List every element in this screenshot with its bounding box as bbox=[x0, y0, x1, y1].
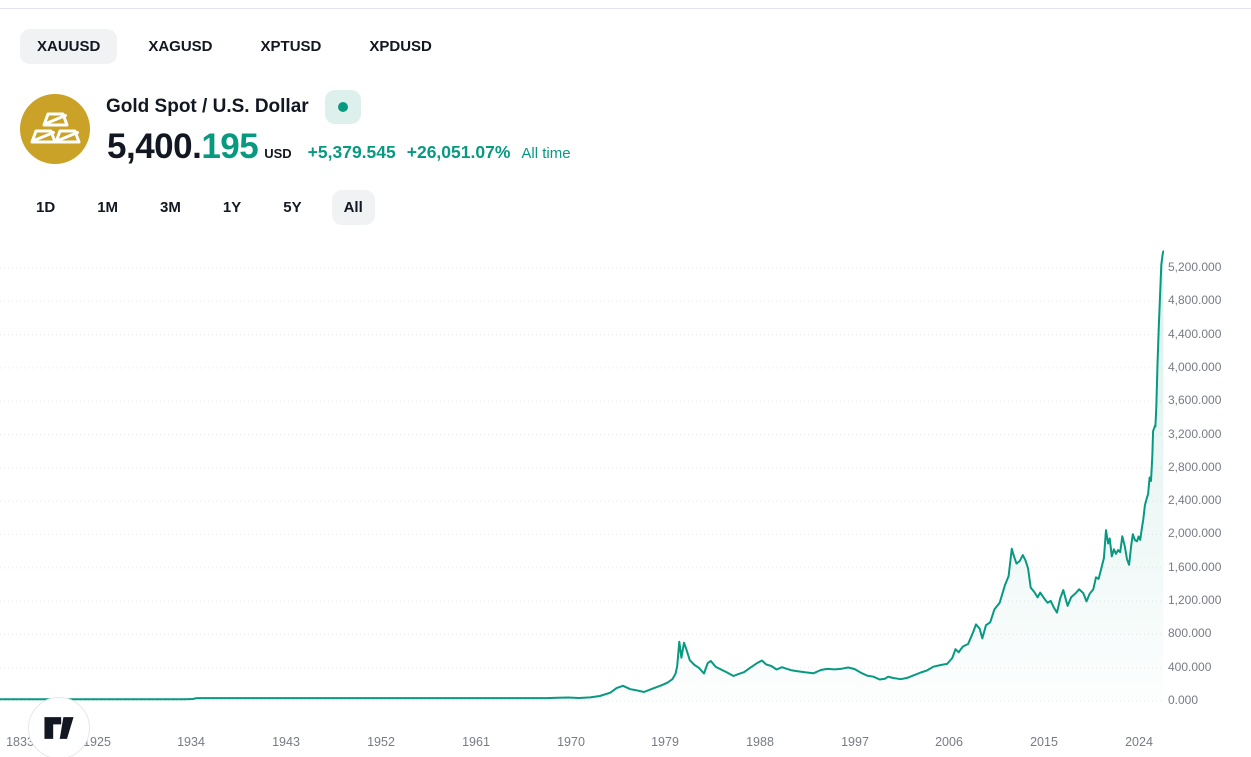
top-divider bbox=[0, 8, 1251, 9]
y-axis-label: 3,600.000 bbox=[1168, 393, 1222, 408]
y-axis-label: 800.000 bbox=[1168, 626, 1212, 641]
market-status-badge[interactable] bbox=[324, 90, 361, 124]
y-axis-label: 400.000 bbox=[1168, 659, 1212, 674]
price-area-chart[interactable] bbox=[0, 240, 1164, 712]
x-axis-label: 1952 bbox=[367, 735, 395, 749]
symbol-tab-xagusd[interactable]: XAGUSD bbox=[131, 29, 229, 64]
price-change-period: All time bbox=[521, 145, 571, 162]
price-row: 5,400. 195 USD +5,379.545 +26,051.07% Al… bbox=[107, 127, 571, 167]
y-axis-label: 3,200.000 bbox=[1168, 426, 1222, 441]
y-axis-label: 4,000.000 bbox=[1168, 359, 1222, 374]
x-axis-label: 1988 bbox=[746, 735, 774, 749]
x-axis-label: 1961 bbox=[462, 735, 490, 749]
x-axis-label: 1925 bbox=[83, 735, 111, 749]
x-axis-label: 1934 bbox=[177, 735, 205, 749]
symbol-tab-xpdusd[interactable]: XPDUSD bbox=[352, 29, 449, 64]
tradingview-logo[interactable] bbox=[28, 697, 90, 757]
area-fill bbox=[0, 251, 1164, 702]
range-buttons: 1D 1M 3M 1Y 5Y All bbox=[24, 190, 375, 225]
tradingview-logo-icon bbox=[44, 717, 74, 739]
symbol-tab-xauusd[interactable]: XAUUSD bbox=[20, 29, 118, 64]
price-change-absolute: +5,379.545 bbox=[307, 142, 396, 162]
symbol-tabs: XAUUSD XAGUSD XPTUSD XPDUSD bbox=[20, 29, 449, 64]
range-button-1m[interactable]: 1M bbox=[85, 190, 130, 225]
range-button-5y[interactable]: 5Y bbox=[271, 190, 313, 225]
y-axis-label: 0.000 bbox=[1168, 693, 1199, 707]
gold-bars-icon bbox=[20, 94, 90, 164]
y-axis-label: 5,200.000 bbox=[1168, 260, 1222, 274]
price-currency: USD bbox=[264, 146, 292, 161]
range-button-all[interactable]: All bbox=[331, 190, 375, 225]
price-main: 5,400. bbox=[107, 127, 202, 166]
price-fraction: 195 bbox=[201, 127, 259, 166]
y-axis-label: 1,600.000 bbox=[1168, 559, 1222, 574]
x-axis-label: 2006 bbox=[935, 735, 963, 749]
x-axis-label: 1979 bbox=[651, 735, 679, 749]
symbol-tab-xptusd[interactable]: XPTUSD bbox=[244, 29, 339, 64]
x-axis-label: 1997 bbox=[841, 735, 869, 749]
market-open-dot bbox=[337, 102, 348, 112]
page-title: Gold Spot / U.S. Dollar bbox=[106, 96, 309, 117]
range-button-1d[interactable]: 1D bbox=[24, 190, 67, 225]
symbol-header: Gold Spot / U.S. Dollar bbox=[106, 90, 361, 124]
y-axis-label: 2,400.000 bbox=[1168, 493, 1222, 508]
y-axis-label: 4,400.000 bbox=[1168, 326, 1222, 341]
y-axis-label: 2,000.000 bbox=[1168, 526, 1222, 541]
y-axis-label: 2,800.000 bbox=[1168, 459, 1222, 474]
price-line bbox=[0, 250, 1164, 701]
x-axis-label: 1833 bbox=[6, 735, 34, 749]
x-axis-label: 2024 bbox=[1125, 735, 1153, 749]
x-axis-label: 2015 bbox=[1030, 735, 1058, 749]
x-axis-label: 1970 bbox=[557, 735, 585, 749]
y-axis-label: 4,800.000 bbox=[1168, 293, 1222, 308]
range-button-3m[interactable]: 3M bbox=[148, 190, 193, 225]
y-axis-label: 1,200.000 bbox=[1168, 593, 1222, 608]
price-change-percent: +26,051.07% bbox=[406, 142, 511, 162]
x-axis-label: 1943 bbox=[272, 735, 300, 749]
range-button-1y[interactable]: 1Y bbox=[211, 190, 253, 225]
